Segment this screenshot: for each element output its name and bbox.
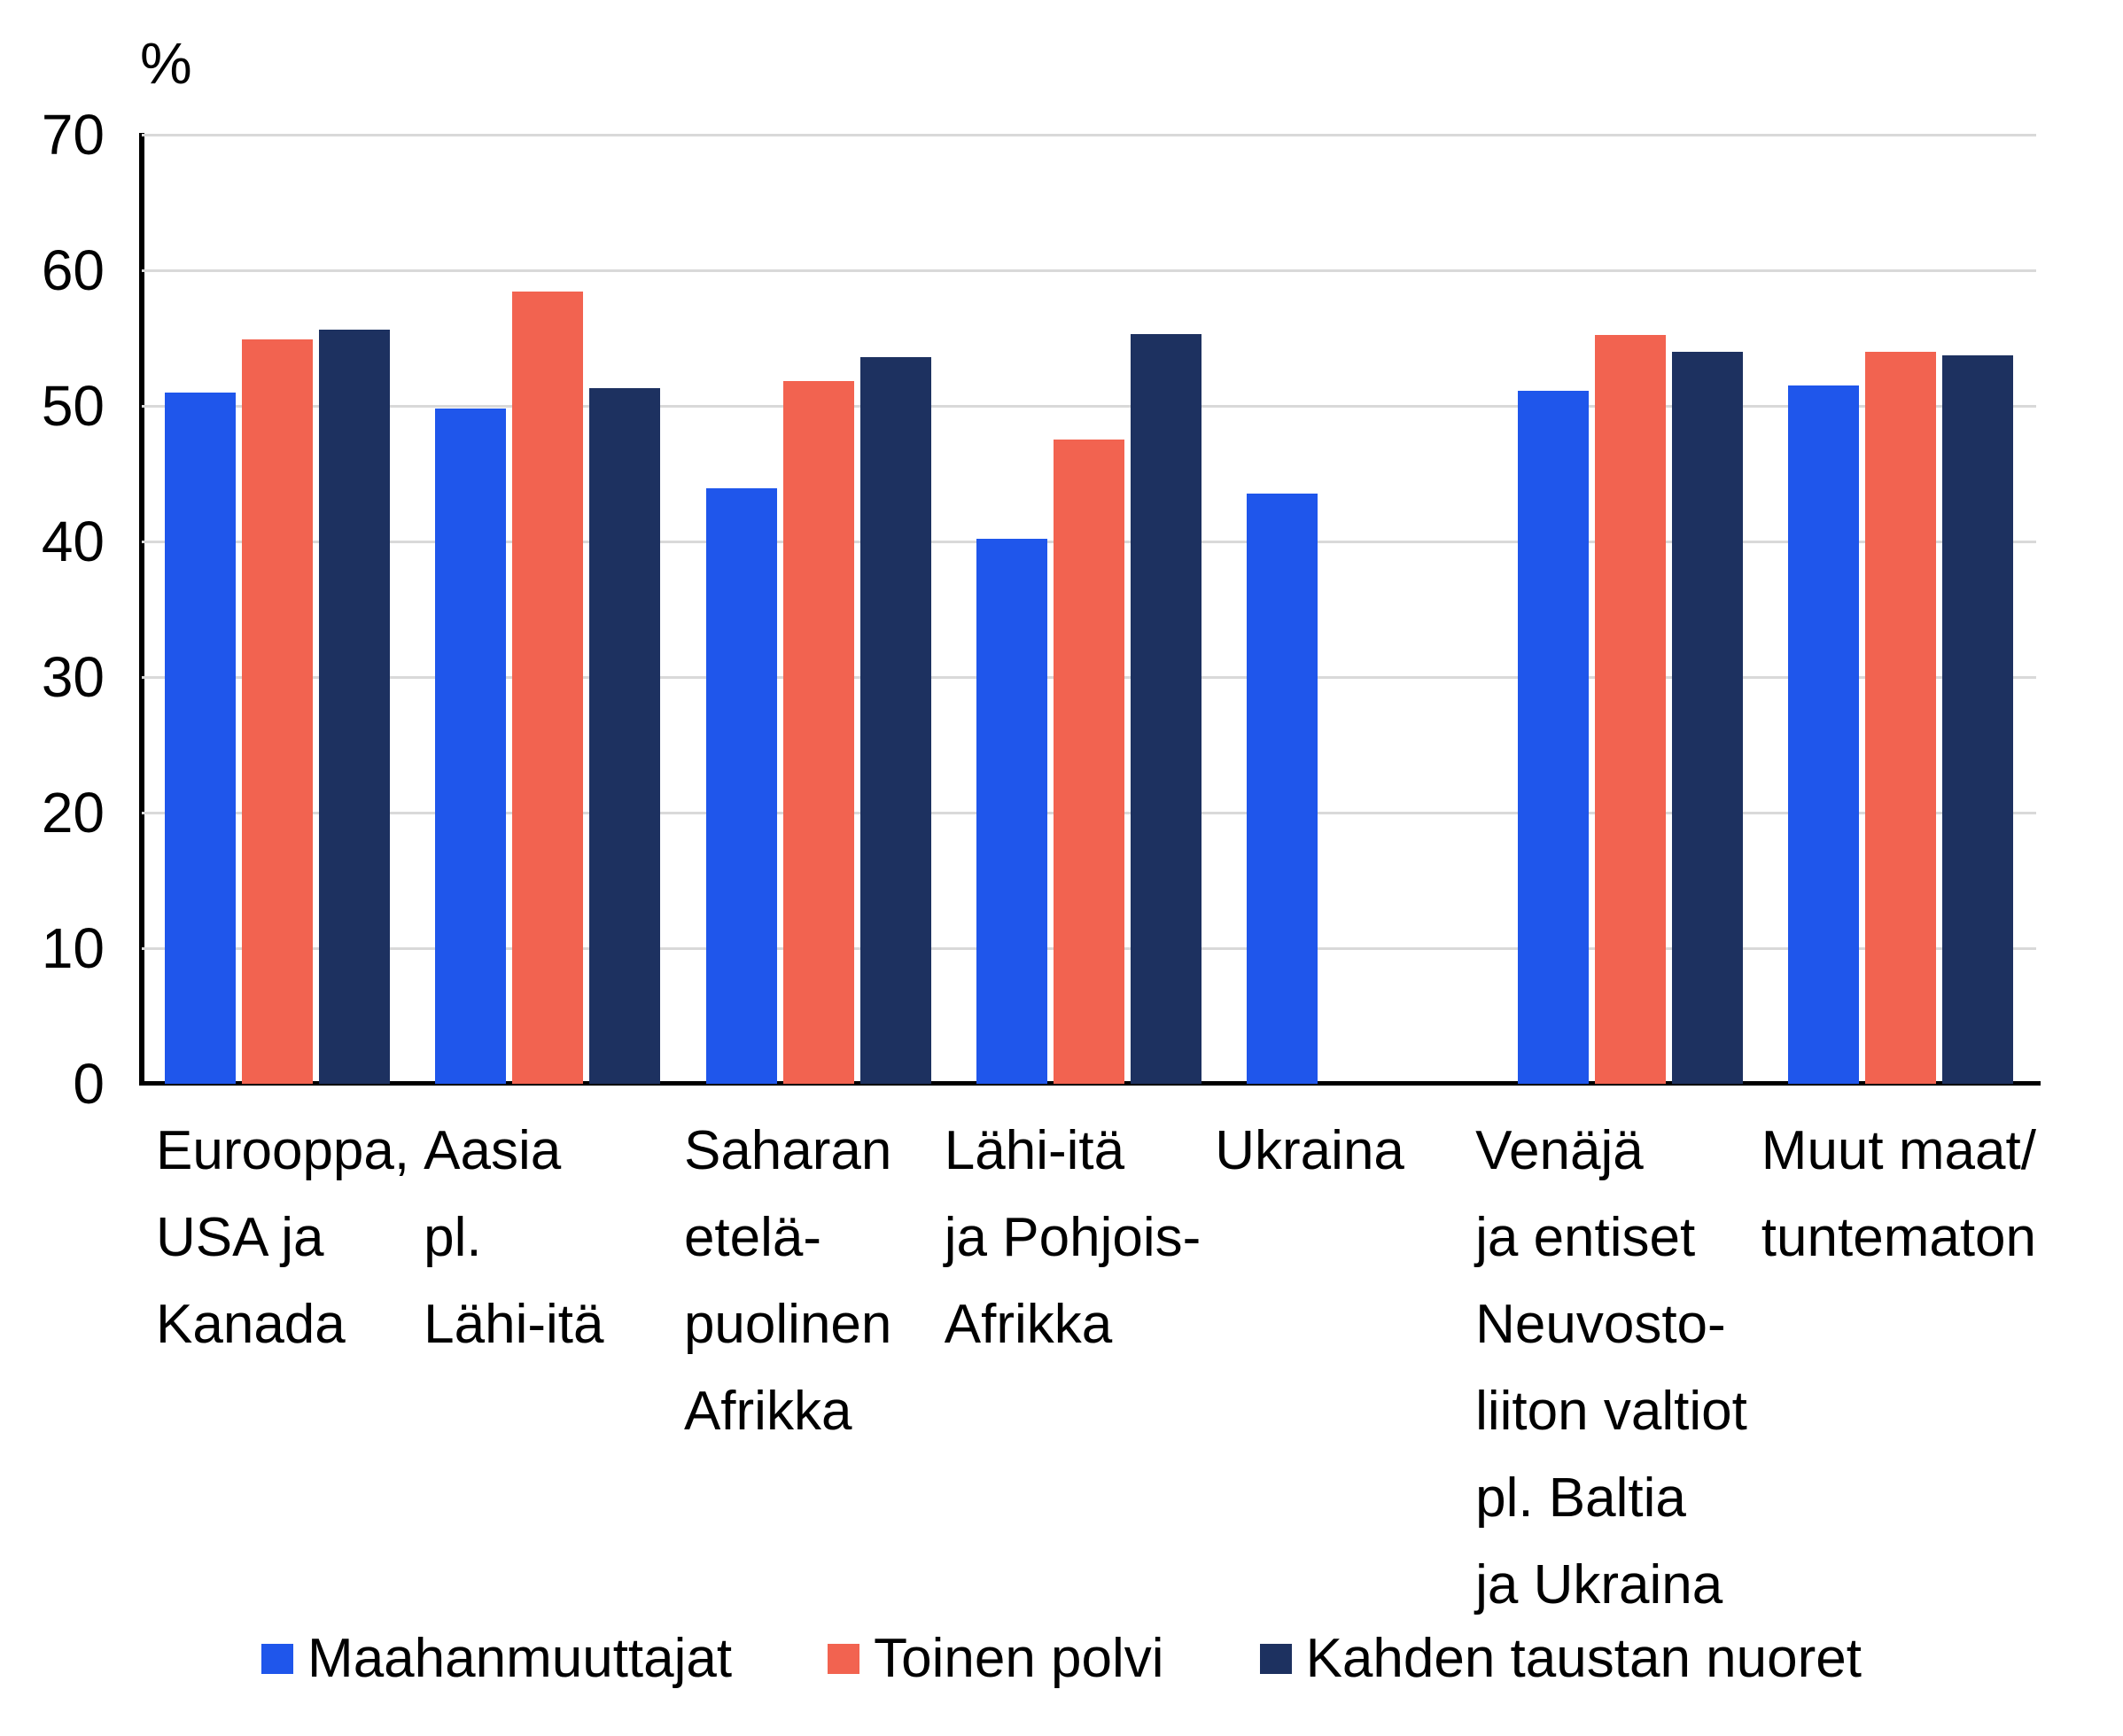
y-tick-label-20: 20 [41,781,105,845]
bar-toinen-polvi-eurooppa-usa-ja-kanada [241,339,313,1084]
bar-toinen-polvi-ven-j-ja-entiset-neuvostoliiton-valtiot-pl-baltia-ja-ukraina [1594,335,1666,1084]
x-axis-label-l-hi-it-ja-pohjois-afrikka: Lähi-itä ja Pohjois- Afrikka [930,1108,1201,1629]
bar-maahanmuuttajat-ukraina [1247,494,1318,1084]
bar-kahden-taustan-nuoret-l-hi-it-ja-pohjois-afrikka [1130,333,1201,1084]
legend-label-maahanmuuttajat: Maahanmuuttajat [307,1628,733,1689]
y-axis-unit-label: % [140,30,192,96]
bar-group-saharan-etel-puolinen-afrikka [683,135,953,1084]
x-axis-label-ukraina: Ukraina [1201,1108,1461,1629]
x-axis-label-line: ja entiset [1475,1207,1696,1268]
y-tick-label-50: 50 [41,374,105,438]
x-axis-label-line: Aasia [424,1120,562,1181]
y-axis-line [139,133,144,1086]
x-axis-label-line: tuntematon [1761,1207,2037,1268]
legend-swatch-toinen-polvi [828,1644,860,1674]
x-axis-label-muut-maat-tuntematon: Muut maat/tuntematon [1747,1108,2036,1629]
x-axis-label-aasia-pl-l-hi-it: Aasia pl. Lähi-itä [409,1108,670,1629]
x-axis-label-ven-j-ja-entiset-neuvostoliiton-valtiot-pl-baltia-ja-ukraina: Venäjä ja entiset Neuvosto-liiton valtiot p… [1461,1108,1747,1629]
x-axis-label-line: pl. Baltia [1475,1467,1686,1529]
bar-group-inner [976,333,1201,1084]
legend-item-toinen-polvi: Toinen polvi [828,1625,1164,1693]
bar-group-muut-maat-tuntematon [1766,135,2036,1084]
bar-maahanmuuttajat-l-hi-it-ja-pohjois-afrikka [976,538,1047,1084]
bar-group-aasia-pl-l-hi-it [412,135,682,1084]
bar-toinen-polvi-l-hi-it-ja-pohjois-afrikka [1053,440,1124,1084]
bar-kahden-taustan-nuoret-eurooppa-usa-ja-kanada [318,330,390,1084]
x-axis-label-eurooppa-usa-ja-kanada: Eurooppa, USA ja Kanada [142,1108,409,1629]
legend-label-kahden-taustan-nuoret: Kahden taustan nuoret [1305,1628,1862,1689]
bar-kahden-taustan-nuoret-saharan-etel-puolinen-afrikka [859,356,931,1084]
legend-item-maahanmuuttajat: Maahanmuuttajat [261,1625,732,1693]
x-axis-label-line: USA ja [156,1207,324,1268]
bar-group-eurooppa-usa-ja-kanada [142,135,412,1084]
legend-item-kahden-taustan-nuoret: Kahden taustan nuoret [1259,1625,1862,1693]
y-tick-label-0: 0 [73,1052,105,1116]
bar-kahden-taustan-nuoret-aasia-pl-l-hi-it [589,388,661,1084]
bar-group-inner [705,356,931,1084]
bar-toinen-polvi-saharan-etel-puolinen-afrikka [782,381,854,1084]
x-axis-label-line: puolinen [683,1294,892,1355]
bar-maahanmuuttajat-ven-j-ja-entiset-neuvostoliiton-valtiot-pl-baltia-ja-ukraina [1517,391,1589,1084]
bar-group-ukraina [1225,135,1495,1084]
bar-maahanmuuttajat-eurooppa-usa-ja-kanada [164,392,236,1084]
x-axis-label-line: Eurooppa, [156,1120,410,1181]
legend-swatch-kahden-taustan-nuoret [1259,1644,1292,1674]
bar-kahden-taustan-nuoret-muut-maat-tuntematon [1942,355,2014,1084]
x-axis-label-line: Lähi-itä [944,1120,1125,1181]
bar-maahanmuuttajat-saharan-etel-puolinen-afrikka [705,488,777,1084]
bar-group-inner [1517,335,1743,1084]
bar-group-l-hi-it-ja-pohjois-afrikka [953,135,1224,1084]
bar-toinen-polvi-aasia-pl-l-hi-it [512,292,584,1084]
x-axis-label-line: Lähi-itä [424,1294,604,1355]
legend: Maahanmuuttajat Toinen polvi Kahden tausta… [0,1625,2123,1693]
x-axis-label-line: ja Ukraina [1475,1554,1723,1615]
plot-area [142,135,2036,1084]
bar-group-inner [1247,494,1472,1084]
x-axis-label-line: Neuvosto- [1475,1294,1726,1355]
x-axis-label-line: Muut maat/ [1761,1120,2036,1181]
y-tick-label-10: 10 [41,916,105,980]
x-axis-label-line: pl. [424,1207,482,1268]
x-axis-label-line: ja Pohjois- [944,1207,1201,1268]
x-axis-label-line: Ukraina [1215,1120,1404,1181]
x-axis-label-line: Afrikka [683,1381,852,1442]
x-axis-label-line: etelä- [683,1207,822,1268]
x-axis-label-line: Afrikka [944,1294,1113,1355]
bar-kahden-taustan-nuoret-ven-j-ja-entiset-neuvostoliiton-valtiot-pl-baltia-ja-ukraina [1671,351,1743,1084]
y-tick-label-60: 60 [41,238,105,302]
bar-maahanmuuttajat-aasia-pl-l-hi-it [435,409,507,1084]
legend-label-toinen-polvi: Toinen polvi [874,1628,1164,1689]
bar-group-inner [435,292,661,1084]
y-tick-label-70: 70 [41,103,105,167]
x-axis-label-line: Saharan [683,1120,892,1181]
x-axis-label-saharan-etel-puolinen-afrikka: Saharan etelä-puolinen Afrikka [670,1108,930,1629]
bar-group-inner [164,330,390,1084]
bar-group-inner [1788,351,2014,1084]
bar-maahanmuuttajat-muut-maat-tuntematon [1788,385,1860,1084]
x-axis-label-line: liiton valtiot [1475,1381,1747,1442]
x-axis-label-line: Kanada [156,1294,346,1355]
x-axis-labels: Eurooppa, USA ja Kanada Aasia pl. Lähi-itä Sah… [142,1108,2036,1629]
legend-swatch-maahanmuuttajat [261,1644,294,1674]
bar-group-ven-j-ja-entiset-neuvostoliiton-valtiot-pl-baltia-ja-ukraina [1495,135,1765,1084]
y-tick-label-40: 40 [41,510,105,573]
bar-toinen-polvi-muut-maat-tuntematon [1865,351,1937,1084]
y-tick-label-30: 30 [41,645,105,709]
x-axis-label-line: Venäjä [1475,1120,1644,1181]
